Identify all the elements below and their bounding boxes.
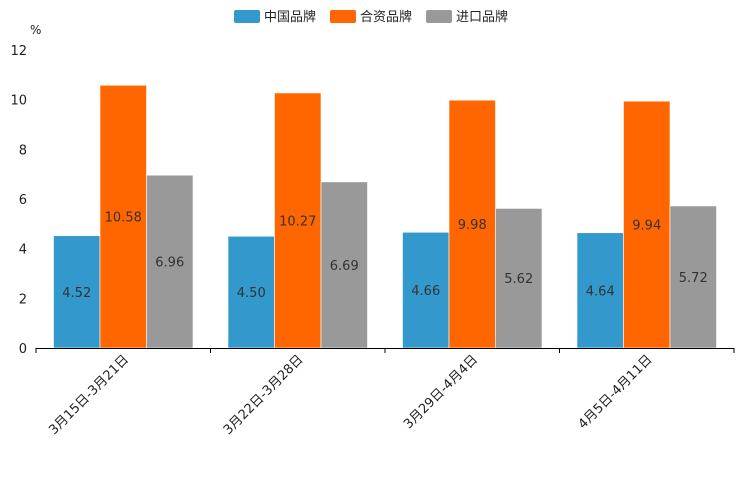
legend-swatch	[426, 10, 452, 23]
legend-swatch	[330, 10, 356, 23]
data-label: 4.64	[586, 284, 615, 299]
x-tick-label: 3月29日-4月4日	[401, 352, 481, 432]
legend: 中国品牌 合资品牌 进口品牌	[234, 9, 508, 25]
x-tick-label: 3月22日-3月28日	[221, 352, 307, 438]
legend-label: 进口品牌	[456, 9, 508, 25]
data-label: 9.94	[632, 219, 661, 234]
y-tick-label: 8	[19, 143, 27, 158]
data-label: 4.50	[237, 286, 266, 301]
x-tick-label: 3月15日-3月21日	[46, 352, 132, 438]
y-tick-label: 6	[19, 193, 27, 208]
bar-joint-venture-brand	[448, 99, 496, 349]
data-label: 10.58	[105, 211, 142, 226]
bars-group	[53, 84, 717, 349]
data-label: 9.98	[458, 218, 487, 233]
legend-swatch	[234, 10, 260, 23]
legend-label: 中国品牌	[264, 9, 316, 25]
y-tick-label: 4	[19, 243, 27, 258]
y-tick-label: 10	[10, 94, 27, 109]
data-label: 5.72	[679, 271, 708, 286]
y-tick-label: 12	[10, 44, 27, 59]
bar-china-brand	[576, 232, 624, 349]
y-tick-label: 0	[19, 342, 27, 357]
bar-china-brand	[227, 235, 275, 349]
y-axis-unit-label: %	[30, 23, 41, 37]
data-label: 10.27	[279, 214, 316, 229]
data-label: 5.62	[504, 272, 533, 287]
x-tick-label: 4月5日-4月11日	[576, 352, 656, 432]
legend-label: 合资品牌	[360, 9, 412, 25]
bar-imported-brand	[320, 181, 368, 349]
data-label: 6.69	[330, 259, 359, 274]
data-label: 4.66	[411, 284, 440, 299]
data-label: 6.96	[155, 256, 184, 271]
y-tick-label: 2	[19, 292, 27, 307]
bar-china-brand	[53, 235, 101, 349]
y-axis: 0 2 4 6 8 10 12	[10, 44, 27, 357]
bar-imported-brand	[146, 174, 194, 349]
data-label: 4.52	[62, 286, 91, 301]
bar-joint-venture-brand	[99, 84, 147, 349]
bar-joint-venture-brand	[274, 92, 322, 349]
x-axis: 3月15日-3月21日 3月22日-3月28日 3月29日-4月4日 4月5日-4月1…	[35, 348, 735, 438]
bar-imported-brand	[669, 205, 717, 349]
data-labels-group: 4.52 10.58 6.96 4.50 10.27 6.69 4.66 9.98 5.62 4.…	[62, 211, 707, 301]
